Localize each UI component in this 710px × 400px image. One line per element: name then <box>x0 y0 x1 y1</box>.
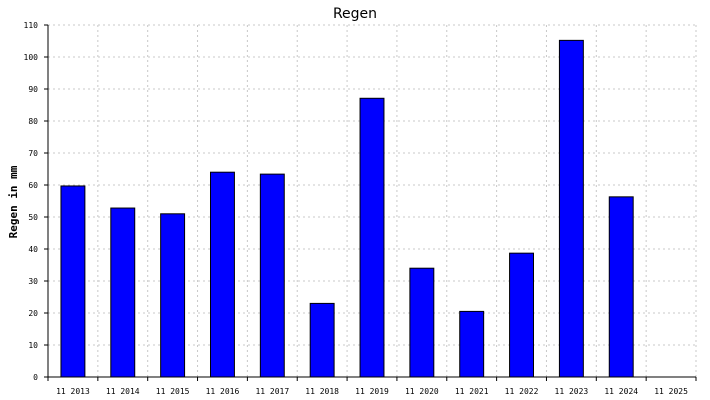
x-tick-labels: 11 2013 11 2014 11 2015 11 2016 11 2017 11 20… <box>56 387 688 396</box>
x-tick-label: 11 2019 <box>355 387 389 396</box>
x-tick-label: 11 2016 <box>206 387 240 396</box>
y-tick-label: 90 <box>28 85 38 94</box>
x-tick-label: 11 2017 <box>255 387 289 396</box>
x-tick-label: 11 2020 <box>405 387 439 396</box>
bar <box>60 185 86 378</box>
bar <box>259 173 285 378</box>
bar <box>509 252 535 378</box>
bars <box>60 39 634 378</box>
y-tick-label: 20 <box>28 309 38 318</box>
bar <box>558 39 584 378</box>
y-tick-label: 0 <box>33 373 38 382</box>
x-tick-label: 11 2022 <box>505 387 539 396</box>
y-tick-label: 40 <box>28 245 38 254</box>
y-tick-label: 110 <box>24 21 39 30</box>
y-tick-label: 80 <box>28 117 38 126</box>
y-tick-label: 50 <box>28 213 38 222</box>
y-tick-label: 10 <box>28 341 38 350</box>
bar <box>309 302 335 378</box>
chart-title: Regen <box>333 6 377 22</box>
bar <box>160 213 186 378</box>
bar <box>359 97 385 378</box>
bar <box>459 310 485 378</box>
y-tick-labels: 0 10 20 30 40 50 60 70 80 90 100 110 <box>24 21 39 382</box>
y-axis-label: Regen in mm <box>7 165 20 238</box>
x-tick-label: 11 2021 <box>455 387 489 396</box>
bar <box>110 207 136 378</box>
x-tick-label: 11 2013 <box>56 387 90 396</box>
x-tick-label: 11 2015 <box>156 387 190 396</box>
bar <box>209 171 235 378</box>
y-tick-label: 100 <box>24 53 39 62</box>
y-tick-label: 70 <box>28 149 38 158</box>
bar <box>409 267 435 378</box>
gridlines <box>48 24 697 377</box>
x-tick-label: 11 2014 <box>106 387 140 396</box>
x-tick-label: 11 2018 <box>305 387 339 396</box>
x-tick-label: 11 2023 <box>555 387 589 396</box>
x-tick-label: 11 2025 <box>654 387 688 396</box>
bar <box>608 196 634 378</box>
y-tick-label: 60 <box>28 181 38 190</box>
x-tick-label: 11 2024 <box>604 387 638 396</box>
y-tick-label: 30 <box>28 277 38 286</box>
axes <box>44 24 697 381</box>
